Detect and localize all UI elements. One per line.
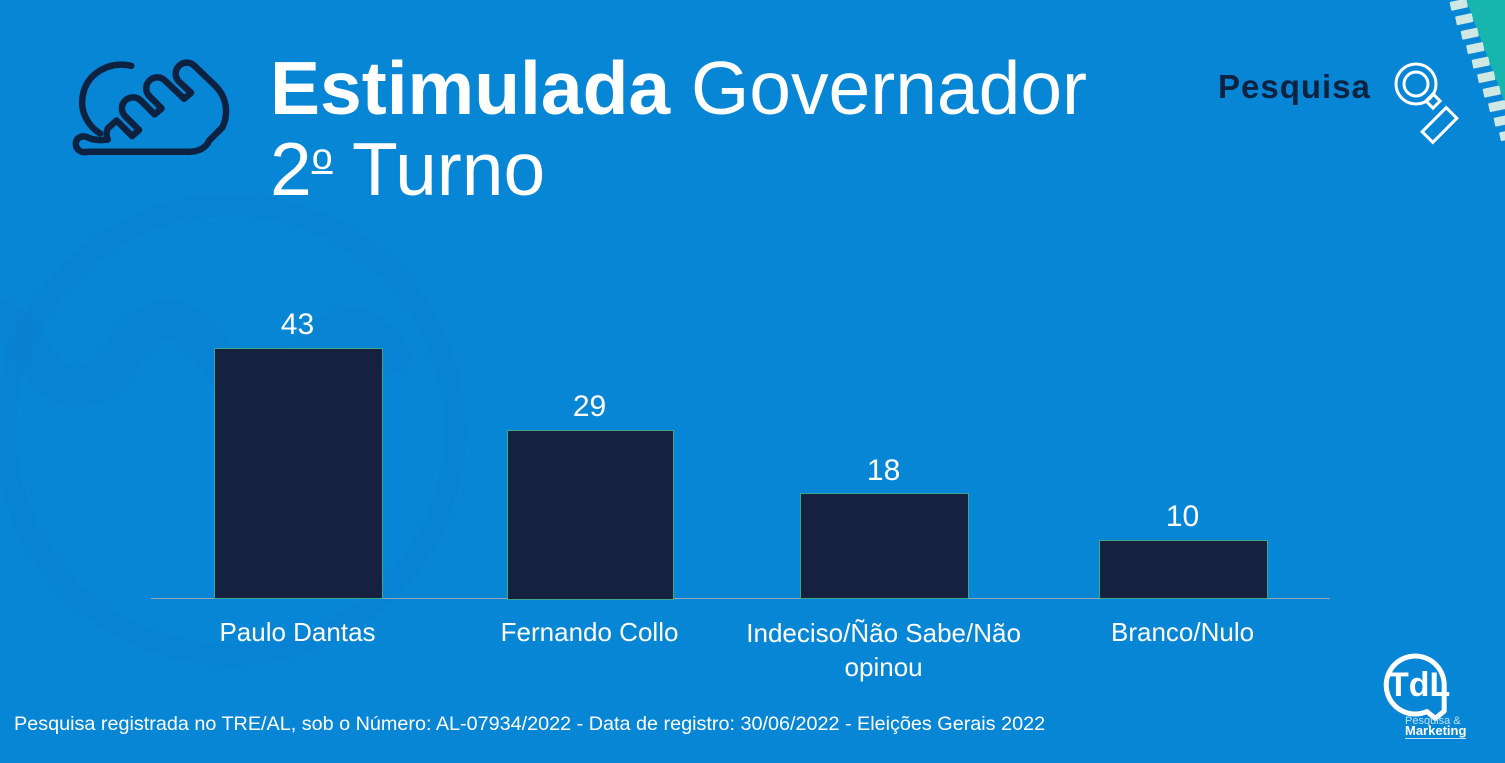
svg-text:TdL: TdL xyxy=(1388,666,1450,704)
